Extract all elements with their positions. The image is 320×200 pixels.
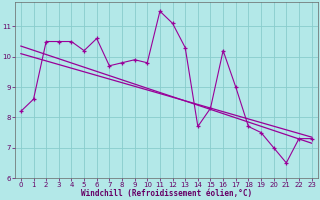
X-axis label: Windchill (Refroidissement éolien,°C): Windchill (Refroidissement éolien,°C): [81, 189, 252, 198]
